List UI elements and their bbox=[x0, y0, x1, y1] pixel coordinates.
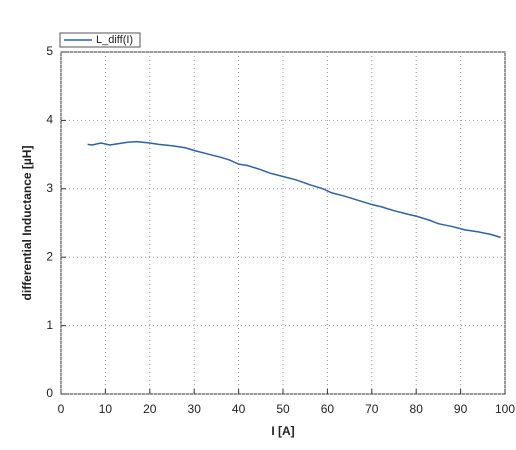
x-tick-label: 80 bbox=[410, 402, 424, 416]
x-tick-label: 50 bbox=[276, 402, 290, 416]
y-tick-label: 5 bbox=[46, 44, 53, 58]
x-tick-label: 60 bbox=[321, 402, 335, 416]
x-tick-label: 30 bbox=[188, 402, 202, 416]
legend-label: L_diff(I) bbox=[96, 34, 133, 46]
y-tick-label: 3 bbox=[46, 181, 53, 195]
x-tick-label: 70 bbox=[365, 402, 379, 416]
y-axis-title: differential Inductance [µH] bbox=[20, 146, 34, 301]
y-tick-label: 4 bbox=[46, 113, 53, 127]
data-line bbox=[87, 140, 501, 239]
x-tick-label: 0 bbox=[58, 402, 65, 416]
y-tick-label: 1 bbox=[46, 318, 53, 332]
y-tick-label: 2 bbox=[46, 249, 53, 263]
legend-box bbox=[59, 32, 141, 48]
x-tick-label: 90 bbox=[454, 402, 468, 416]
x-axis-title: I [A] bbox=[271, 424, 294, 438]
x-tick-label: 20 bbox=[143, 402, 157, 416]
x-tick-label: 100 bbox=[495, 402, 515, 416]
x-tick-label: 40 bbox=[232, 402, 246, 416]
x-tick-label: 10 bbox=[99, 402, 113, 416]
y-tick-label: 0 bbox=[46, 386, 53, 400]
